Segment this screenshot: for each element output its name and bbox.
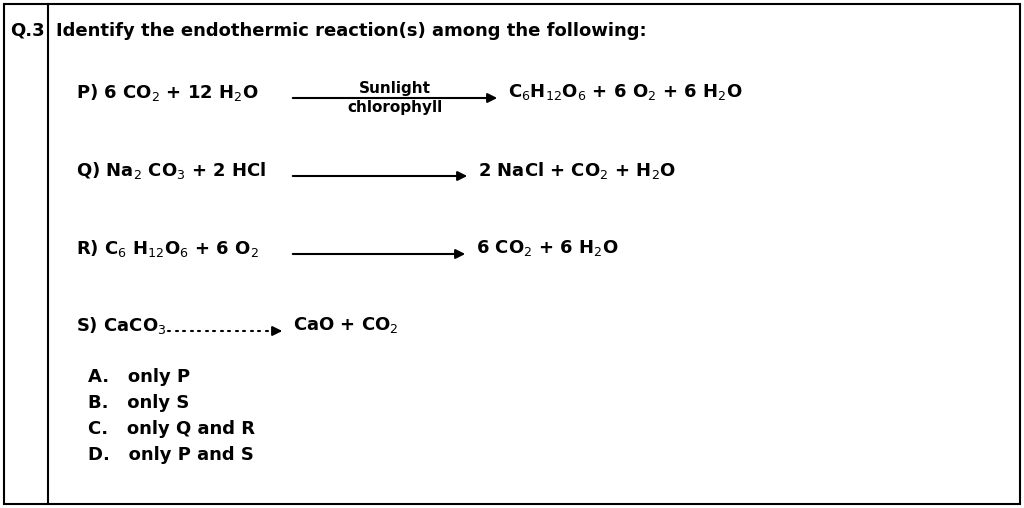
Text: D.   only P and S: D. only P and S <box>88 446 254 464</box>
Text: B.   only S: B. only S <box>88 394 189 412</box>
Text: S) CaCO$_3$: S) CaCO$_3$ <box>76 315 167 336</box>
Text: CaO + CO$_2$: CaO + CO$_2$ <box>293 315 398 335</box>
Text: A.   only P: A. only P <box>88 368 190 386</box>
Text: chlorophyll: chlorophyll <box>347 100 442 115</box>
Text: P) 6 CO$_2$ + 12 H$_2$O: P) 6 CO$_2$ + 12 H$_2$O <box>76 82 259 103</box>
Text: R) C$_6$ H$_{12}$O$_6$ + 6 O$_2$: R) C$_6$ H$_{12}$O$_6$ + 6 O$_2$ <box>76 238 259 259</box>
Text: Q.3: Q.3 <box>10 22 45 40</box>
Text: C.   only Q and R: C. only Q and R <box>88 420 255 438</box>
Text: 6 CO$_2$ + 6 H$_2$O: 6 CO$_2$ + 6 H$_2$O <box>476 238 618 258</box>
Text: Sunlight: Sunlight <box>359 81 431 96</box>
Text: Q) Na$_2$ CO$_3$ + 2 HCl: Q) Na$_2$ CO$_3$ + 2 HCl <box>76 160 266 181</box>
Text: Identify the endothermic reaction(s) among the following:: Identify the endothermic reaction(s) amo… <box>56 22 646 40</box>
Text: 2 NaCl + CO$_2$ + H$_2$O: 2 NaCl + CO$_2$ + H$_2$O <box>478 160 676 181</box>
Text: C$_6$H$_{12}$O$_6$ + 6 O$_2$ + 6 H$_2$O: C$_6$H$_{12}$O$_6$ + 6 O$_2$ + 6 H$_2$O <box>508 82 742 102</box>
